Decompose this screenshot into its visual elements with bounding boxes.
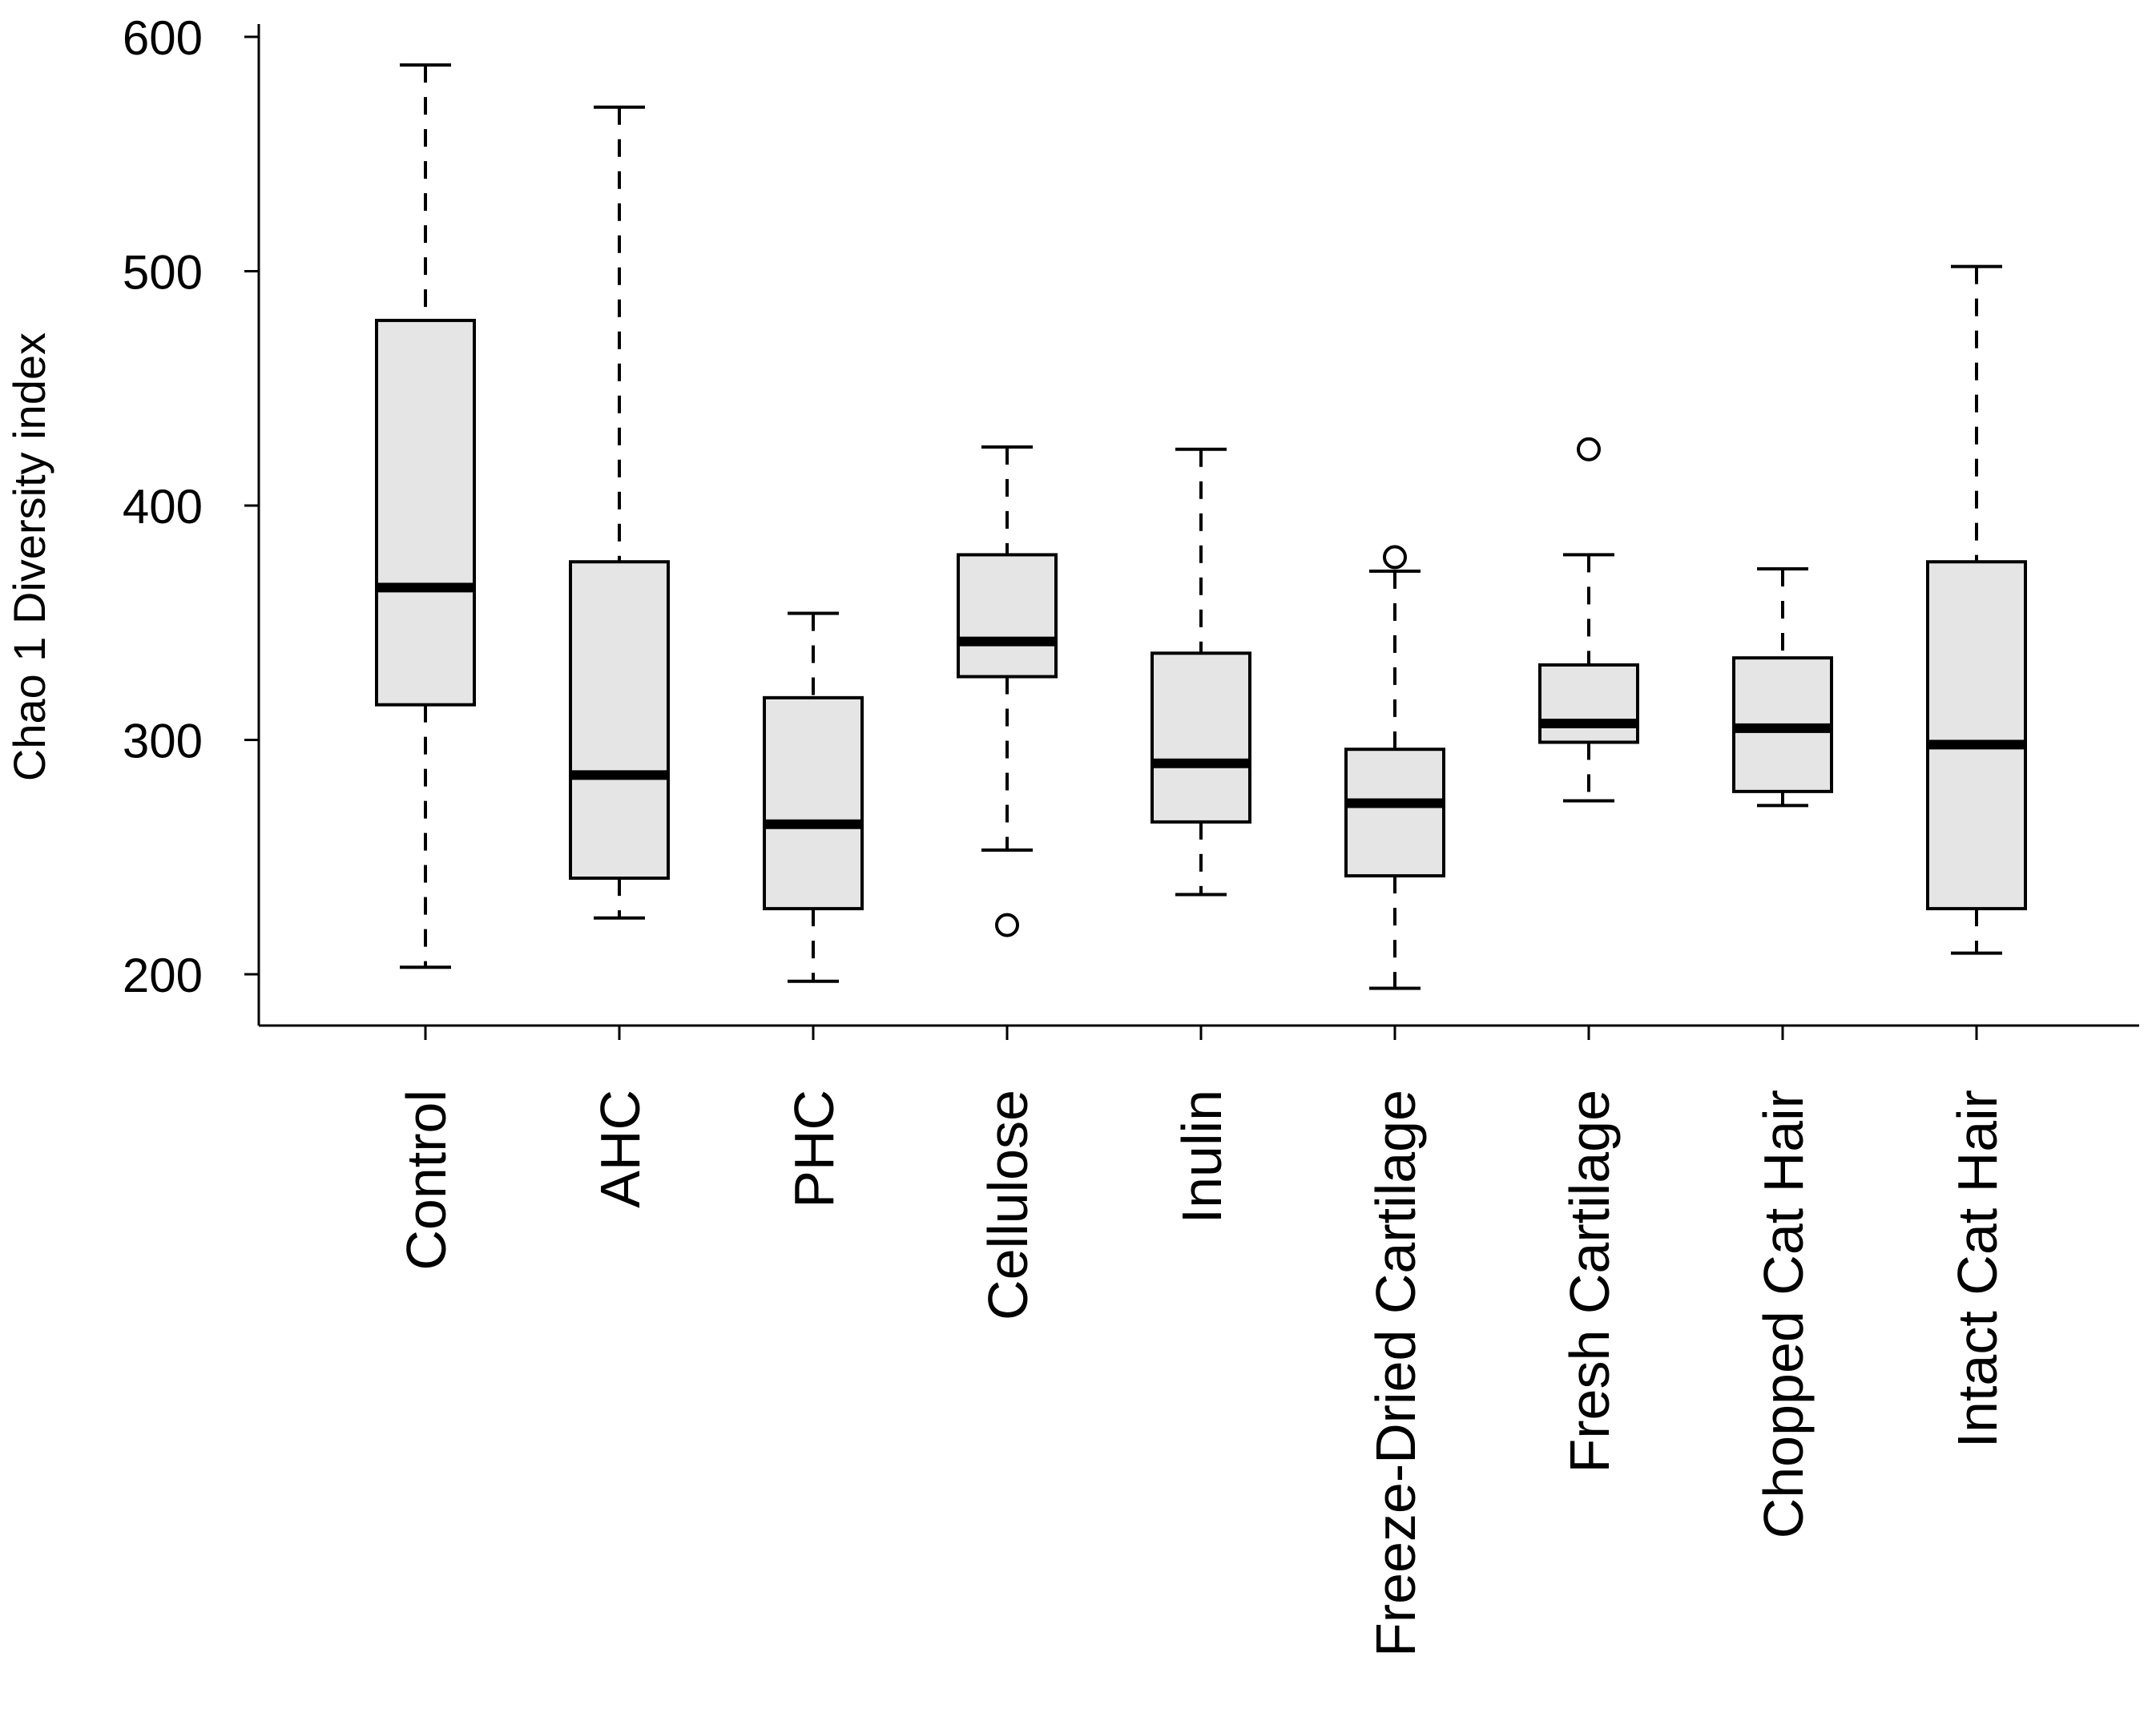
category-label: Control (395, 1090, 457, 1271)
y-tick-label: 500 (123, 246, 203, 300)
box-group (763, 611, 864, 983)
box-group (1151, 447, 1251, 897)
category-label: Intact Cat Hair (1946, 1090, 2009, 1448)
category-labels: Control AHC PHC Cellulose Inulin Freeze-Dried… (395, 1026, 2009, 1657)
iqr-box (1926, 560, 2027, 911)
box-group (1538, 437, 1639, 803)
category-label: Inulin (1171, 1090, 1233, 1223)
box-group (1926, 264, 2027, 955)
outlier-point (1383, 545, 1407, 570)
iqr-box (957, 553, 1058, 679)
category-label: Fresh Cartilage (1558, 1090, 1621, 1473)
axes: 200 300 400 500 600 (123, 11, 2139, 1027)
y-tick-label: 400 (123, 480, 203, 534)
box-group (1344, 545, 1445, 990)
y-axis-title: Chao 1 Diversity index (4, 333, 54, 781)
box-group (375, 63, 476, 969)
boxes (375, 63, 2027, 990)
iqr-box (375, 318, 476, 707)
category-label: PHC (783, 1090, 845, 1208)
y-tick-label: 200 (123, 949, 203, 1002)
category-label: Freeze-Dried Cartilage (1364, 1090, 1427, 1657)
iqr-box (1151, 651, 1251, 824)
y-tick-label: 300 (123, 715, 203, 768)
y-tick-label: 600 (123, 11, 203, 65)
iqr-box (1538, 663, 1639, 744)
iqr-box (763, 695, 864, 911)
category-label: Cellulose (977, 1090, 1039, 1320)
box-group (569, 105, 670, 920)
box-group (1732, 566, 1833, 808)
outlier-point (995, 913, 1019, 937)
category-label: AHC (589, 1090, 651, 1208)
iqr-box (1344, 748, 1445, 878)
iqr-box (569, 560, 670, 881)
box-group (957, 445, 1058, 937)
category-label: Chopped Cat Hair (1752, 1090, 1815, 1538)
outlier-point (1577, 437, 1601, 461)
